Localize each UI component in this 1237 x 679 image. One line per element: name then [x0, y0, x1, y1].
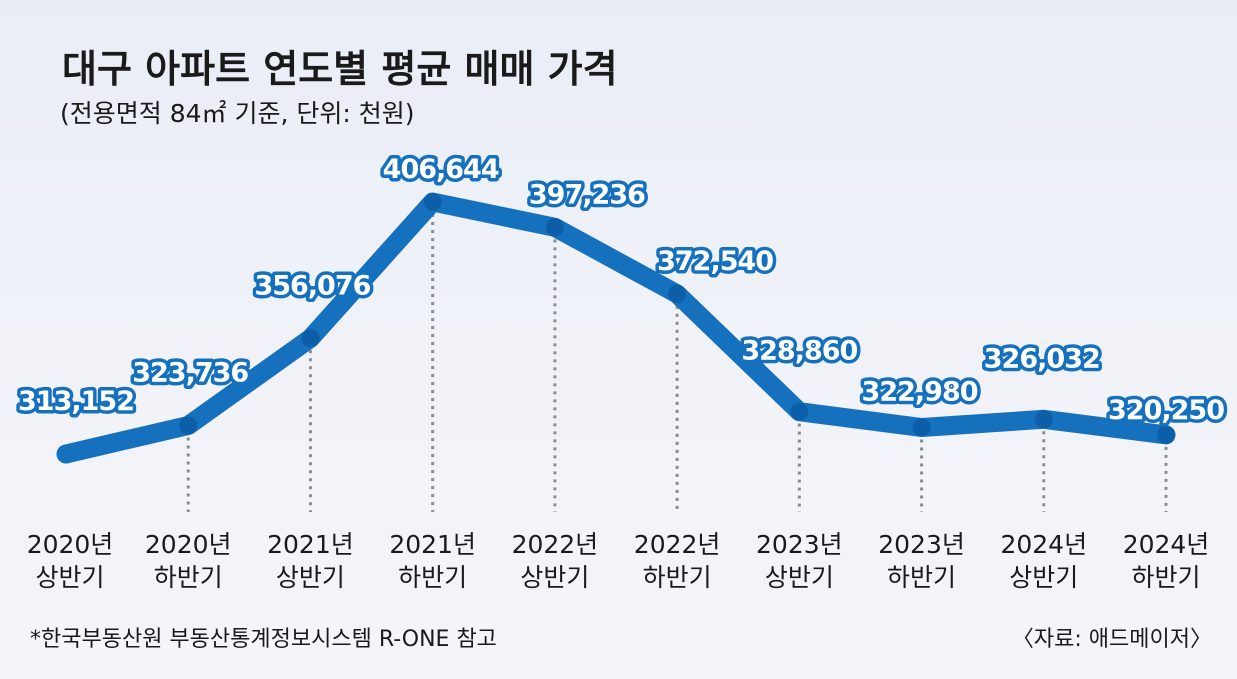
x-tick-label-year: 2020년 — [145, 530, 232, 559]
x-tick-label-half: 상반기 — [765, 563, 834, 592]
data-point — [790, 402, 809, 421]
x-tick-label-year: 2021년 — [267, 530, 354, 559]
data-label: 323,736 — [132, 357, 248, 388]
data-label: 322,980 — [862, 377, 978, 408]
data-label: 320,250 — [1108, 395, 1224, 426]
guide-lines — [186, 214, 1168, 512]
x-tick-label-half: 하반기 — [887, 563, 956, 592]
data-label: 328,860 — [741, 336, 857, 367]
x-tick-label-year: 2021년 — [389, 530, 476, 559]
x-tick-label-half: 하반기 — [1131, 563, 1200, 592]
marker-group — [179, 193, 1175, 444]
footnote: *한국부동산원 부동산통계정보시스템 R-ONE 참고 — [30, 627, 497, 652]
x-tick-label-half: 하반기 — [398, 563, 467, 592]
x-tick-label-year: 2022년 — [634, 530, 721, 559]
data-point — [179, 416, 198, 435]
data-label: 313,152 — [18, 386, 134, 417]
x-tick-label-year: 2024년 — [1000, 530, 1087, 559]
data-point — [423, 193, 442, 211]
data-point — [912, 418, 931, 437]
data-label: 372,540 — [657, 246, 773, 277]
x-tick-label-year: 2024년 — [1123, 530, 1210, 559]
chart-title: 대구 아파트 연도별 평균 매매 가격 — [62, 47, 618, 91]
series-line — [56, 192, 1176, 464]
x-tick-label-year: 2023년 — [756, 530, 843, 559]
data-point — [1157, 425, 1175, 444]
x-tick-label-year: 2023년 — [878, 530, 965, 559]
data-point — [668, 284, 687, 303]
data-point — [301, 329, 320, 348]
x-tick-label-half: 하반기 — [643, 563, 712, 592]
data-label: 397,236 — [529, 179, 645, 210]
chart-subtitle: (전용면적 84㎡ 기준, 단위: 천원) — [60, 99, 414, 128]
x-tick-label-half: 상반기 — [520, 563, 589, 592]
x-tick-label-half: 상반기 — [276, 563, 345, 592]
series-line-group — [56, 192, 1176, 464]
source-note: 〈자료: 애드메이저〉 — [1012, 627, 1212, 652]
data-point — [1034, 410, 1053, 429]
data-label: 326,032 — [984, 343, 1100, 374]
x-tick-label-year: 2020년 — [27, 530, 114, 559]
x-tick-label-half: 하반기 — [154, 563, 223, 592]
x-tick-label-half: 상반기 — [35, 563, 104, 592]
x-tick-label-year: 2022년 — [512, 530, 599, 559]
x-tick-label-half: 상반기 — [1009, 563, 1078, 592]
data-point — [545, 218, 564, 237]
data-label: 406,644 — [383, 154, 499, 185]
data-label: 356,076 — [254, 270, 370, 301]
